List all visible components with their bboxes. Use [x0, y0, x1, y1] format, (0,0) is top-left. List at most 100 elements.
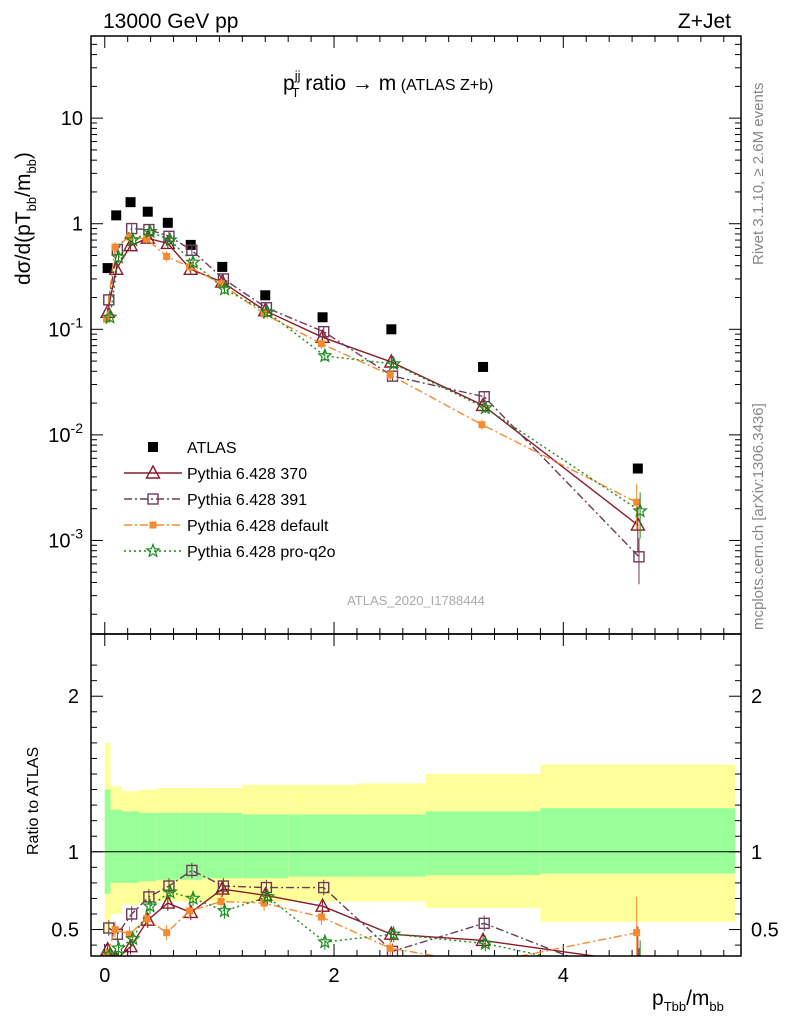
- title-p: p: [283, 72, 295, 95]
- data-point: [185, 254, 201, 270]
- ratio-y-label: Ratio to ATLAS: [25, 747, 42, 855]
- ylabel-c: ): [12, 152, 35, 159]
- legend-label: ATLAS: [187, 440, 237, 457]
- header-right: Z+Jet: [678, 10, 731, 33]
- data-point: [111, 210, 122, 221]
- x-tick-label: 4: [558, 965, 569, 987]
- legend-label: Pythia 6.428 391: [187, 492, 307, 509]
- series-line: [105, 236, 638, 503]
- ratio-axes: 0.5 0.5 1 1 2 2: [51, 664, 779, 946]
- data-point: [630, 516, 646, 531]
- y-tick-label: 10-1: [48, 314, 83, 341]
- data-point: [260, 290, 271, 301]
- main-series-1: [99, 229, 646, 553]
- ratio-frame: [90, 633, 742, 957]
- ratio-point: [317, 913, 325, 921]
- header-left: 13000 GeV pp: [103, 10, 238, 33]
- y-tick-label: 10: [61, 108, 83, 130]
- plot-title: pjj T ratio → m (ATLAS Z+b): [283, 68, 493, 100]
- ratio-line: [107, 888, 599, 956]
- uncertainty-band-stat: [110, 809, 122, 883]
- main-series-0: [102, 197, 643, 474]
- ratio-point: [633, 929, 641, 937]
- main-series-3: [102, 231, 641, 530]
- data-point: [163, 252, 171, 260]
- xlabel-sub1: Tbb: [664, 999, 686, 1014]
- data-point: [478, 361, 489, 372]
- legend: ATLAS Pythia 6.428 370 Pythia 6.428 391 Pyt…: [124, 440, 336, 561]
- ratio-point: [125, 930, 133, 938]
- ratio-point: [185, 890, 201, 906]
- data-point: [143, 235, 151, 243]
- data-point: [103, 294, 115, 306]
- main-series-4: [102, 223, 648, 539]
- uncertainty-band-stat: [156, 812, 180, 880]
- ratio-line: [108, 869, 570, 956]
- ratio-point: [163, 880, 175, 892]
- data-point: [125, 233, 133, 241]
- data-point: [125, 231, 141, 247]
- ratio-point: [317, 933, 333, 949]
- ratio-point: [318, 881, 330, 894]
- ylabel-sub2: bb: [24, 159, 39, 173]
- uncertainty-band-stat: [288, 814, 357, 877]
- data-point: [317, 347, 333, 363]
- y-axis-label: dσ/d(pTbb/mbb): [12, 152, 39, 285]
- ratio-point: [142, 898, 158, 913]
- ratio-point: [163, 929, 171, 937]
- data-point: [163, 230, 175, 243]
- title-rest: ratio → m: [299, 72, 396, 95]
- data-point: [142, 223, 158, 239]
- ratio-point: [186, 864, 198, 877]
- legend-marker: [145, 464, 161, 479]
- x-tick-label: 0: [99, 965, 110, 987]
- data-point: [386, 324, 397, 335]
- y-tick-label: 10-3: [48, 525, 83, 552]
- uncertainty-band-stat: [139, 812, 157, 882]
- data-point: [385, 355, 402, 371]
- ratio-y-tick-label-right: 0.5: [751, 920, 779, 942]
- ylabel-a: dσ/d(pT: [12, 211, 35, 285]
- ratio-point: [217, 898, 225, 906]
- ratio-series-4: [102, 883, 646, 982]
- data-point: [122, 237, 139, 252]
- ratio-point: [634, 979, 644, 989]
- mcplots-label: mcplots.cern.ch [arXiv:1306.3436]: [750, 403, 767, 630]
- title-sub: T: [291, 85, 299, 100]
- ratio-series-1: [99, 880, 640, 956]
- series-line: [108, 227, 640, 558]
- ratio-point: [259, 888, 276, 904]
- data-point: [110, 249, 127, 264]
- analysis-watermark: ATLAS_2020_I1788444: [347, 593, 485, 608]
- data-point: [102, 263, 113, 274]
- ylabel-sub1: bb: [24, 197, 39, 211]
- ratio-point: [634, 970, 646, 982]
- ratio-clipped: [99, 862, 646, 989]
- ratio-point: [125, 908, 138, 920]
- data-point: [633, 551, 645, 563]
- main-series-group: [99, 197, 648, 585]
- ratio-point: [636, 953, 640, 956]
- xlabel-b: /m: [686, 987, 709, 1010]
- legend-marker: [145, 542, 161, 558]
- data-point: [317, 340, 325, 348]
- ratio-series-3: [102, 893, 641, 956]
- ratio-point: [386, 944, 394, 952]
- xlabel-sub2: bb: [709, 999, 723, 1014]
- data-point: [317, 312, 328, 323]
- data-point: [217, 261, 228, 272]
- legend-marker: [147, 493, 159, 505]
- ratio-series-group: [99, 862, 646, 989]
- legend-label: Pythia 6.428 370: [187, 466, 307, 483]
- ratio-y-tick-label: 2: [68, 686, 79, 708]
- ratio-line: [105, 900, 637, 956]
- data-point: [259, 304, 276, 319]
- ratio-point: [160, 894, 176, 909]
- uncertainty-band-stat: [242, 814, 289, 879]
- legend-label: Pythia 6.428 pro-q2o: [187, 544, 336, 561]
- data-point: [477, 399, 494, 415]
- ratio-point: [477, 935, 494, 951]
- data-point: [162, 231, 178, 247]
